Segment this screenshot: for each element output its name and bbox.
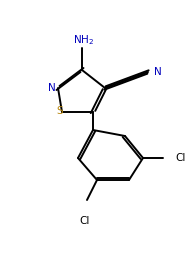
Text: N: N bbox=[48, 83, 56, 93]
Text: S: S bbox=[57, 106, 63, 116]
Text: N: N bbox=[154, 67, 162, 77]
Text: Cl: Cl bbox=[175, 153, 185, 163]
Text: Cl: Cl bbox=[80, 216, 90, 226]
Text: NH$_2$: NH$_2$ bbox=[73, 33, 94, 47]
